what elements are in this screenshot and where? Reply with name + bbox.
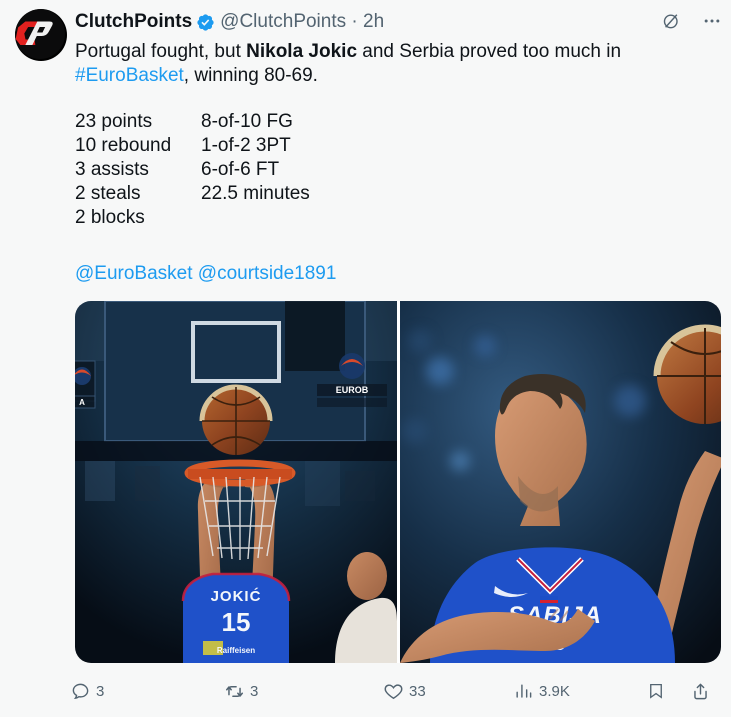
svg-text:Raiffeisen: Raiffeisen — [217, 646, 255, 655]
svg-text:JOKIĆ: JOKIĆ — [211, 587, 262, 605]
svg-text:A: A — [79, 398, 85, 407]
svg-text:EUROB: EUROB — [336, 385, 369, 395]
svg-text:15: 15 — [222, 607, 251, 637]
